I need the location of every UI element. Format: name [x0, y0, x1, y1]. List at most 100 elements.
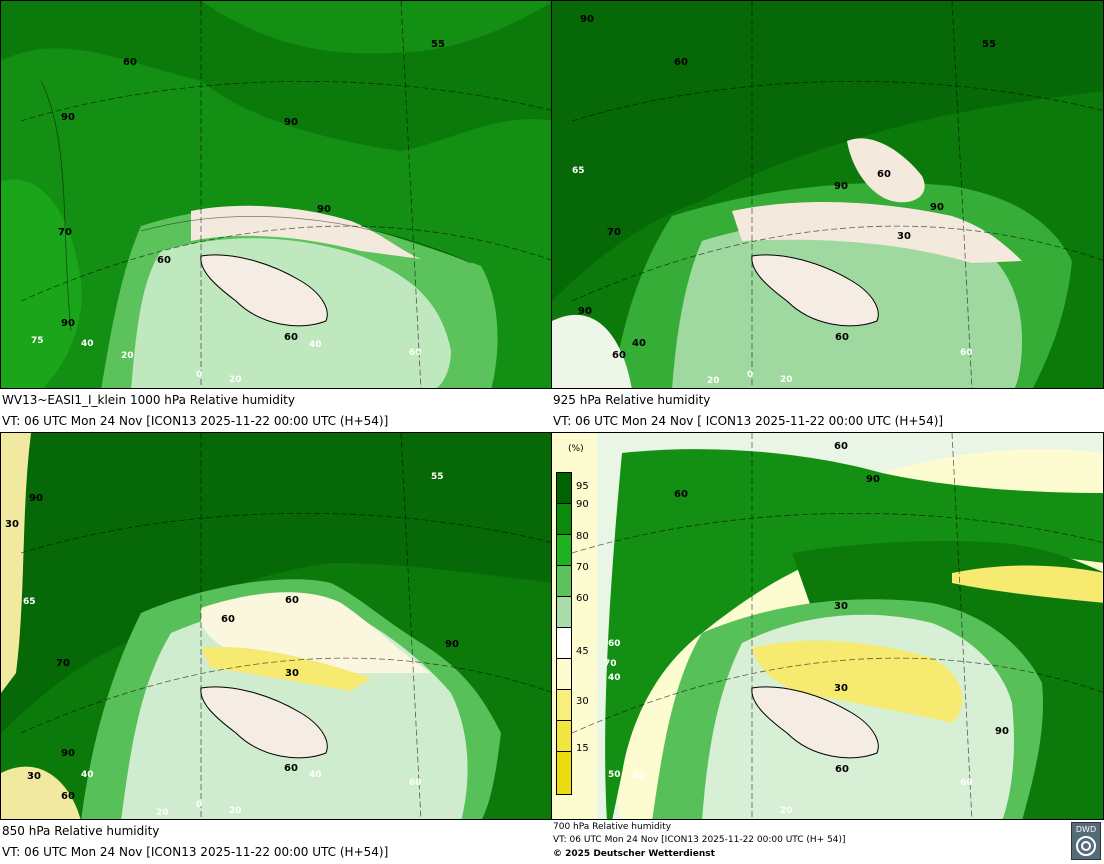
contour-label: 40 [632, 771, 645, 781]
legend-swatch [556, 596, 572, 629]
contour-label: 60 [674, 489, 688, 500]
contour-label: 60 [960, 778, 973, 788]
contour-label: 20 [780, 375, 793, 385]
contour-label: 30 [285, 668, 299, 679]
humidity-map-700hpa: 60 90 60 30 70 30 90 40 60 60 20 50 60 4… [552, 433, 1103, 819]
legend-label: 80 [576, 531, 589, 542]
contour-label: 60 [877, 169, 891, 180]
legend-label: 90 [576, 499, 589, 510]
humidity-map-850hpa: 90 55 30 65 60 60 70 90 30 90 40 60 30 6… [1, 433, 552, 819]
legend-swatch [556, 658, 572, 691]
contour-label: 70 [607, 227, 621, 238]
legend-label: 30 [576, 696, 589, 707]
caption-700hpa: 700 hPa Relative humidity VT: 06 UTC Mon… [551, 820, 1069, 864]
contour-label: 90 [61, 112, 75, 123]
contour-label: 30 [834, 601, 848, 612]
contour-label: 20 [707, 376, 720, 386]
legend-swatch [556, 565, 572, 598]
panel-title: 850 hPa Relative humidity [2, 824, 160, 838]
contour-label: 20 [229, 375, 242, 385]
contour-label: 40 [309, 770, 322, 780]
copyright: © 2025 Deutscher Wetterdienst [553, 849, 715, 859]
contour-label: 30 [897, 231, 911, 242]
contour-label: 40 [81, 770, 94, 780]
legend-label: 15 [576, 743, 589, 754]
map-panel-1000hpa: 55 60 90 90 90 70 60 90 75 40 60 40 60 2… [0, 0, 553, 389]
contour-label: 60 [61, 791, 75, 802]
contour-label: 60 [284, 763, 298, 774]
valid-time: VT: 06 UTC Mon 24 Nov [ICON13 2025-11-22… [2, 845, 389, 859]
contour-label: 90 [61, 748, 75, 759]
legend-label: 70 [576, 562, 589, 573]
contour-label: 0 [196, 800, 202, 810]
panel-title: 700 hPa Relative humidity [553, 822, 672, 832]
contour-label: 90 [61, 318, 75, 329]
contour-label: 40 [632, 338, 646, 349]
dwd-logo: DWD [1071, 822, 1101, 860]
contour-label: 60 [123, 57, 137, 68]
contour-label: 20 [156, 808, 169, 818]
contour-label: 55 [431, 39, 445, 50]
caption-850hpa: 850 hPa Relative humidity VT: 06 UTC Mon… [0, 820, 553, 864]
legend-label: 45 [576, 646, 589, 657]
contour-label: 65 [572, 166, 585, 176]
contour-label: 60 [674, 57, 688, 68]
legend-swatch [556, 534, 572, 567]
legend-unit: (%) [568, 444, 584, 454]
map-panel-700hpa: 60 90 60 30 70 30 90 40 60 60 20 50 60 4… [551, 432, 1104, 820]
legend-swatch [556, 720, 572, 753]
humidity-legend: (%) 95 90 80 70 60 45 30 15 [556, 440, 602, 800]
humidity-map-1000hpa: 55 60 90 90 90 70 60 90 75 40 60 40 60 2… [1, 1, 552, 388]
contour-label: 20 [121, 351, 134, 361]
contour-label: 50 [608, 770, 621, 780]
contour-label: 60 [608, 639, 621, 649]
contour-label: 60 [284, 332, 298, 343]
contour-label: 90 [995, 726, 1009, 737]
contour-label: 90 [29, 493, 43, 504]
contour-label: 30 [27, 771, 41, 782]
valid-time: VT: 06 UTC Mon 24 Nov [ICON13 2025-11-22… [553, 835, 846, 845]
contour-label: 55 [431, 472, 444, 482]
dwd-swirl-icon [1076, 836, 1096, 856]
contour-label: 60 [285, 595, 299, 606]
contour-label: 90 [578, 306, 592, 317]
contour-label: 75 [31, 336, 44, 346]
humidity-map-925hpa: 90 60 55 65 90 60 90 70 30 90 60 40 60 6… [552, 1, 1103, 388]
legend-swatch [556, 627, 572, 660]
contour-label: 90 [866, 474, 880, 485]
contour-label: 60 [834, 441, 848, 452]
legend-swatch [556, 689, 572, 722]
contour-label: 20 [229, 806, 242, 816]
contour-label: 60 [409, 348, 422, 358]
map-panel-850hpa: 90 55 30 65 60 60 70 90 30 90 40 60 30 6… [0, 432, 553, 820]
legend-swatch [556, 503, 572, 536]
contour-label: 90 [317, 204, 331, 215]
contour-label: 0 [196, 370, 202, 380]
contour-label: 40 [309, 340, 322, 350]
panel-title: 925 hPa Relative humidity [553, 393, 711, 407]
legend-swatch [556, 751, 572, 795]
contour-label: 20 [780, 806, 793, 816]
contour-label: 70 [604, 659, 617, 669]
valid-time: VT: 06 UTC Mon 24 Nov [ICON13 2025-11-22… [2, 414, 389, 428]
contour-label: 60 [409, 778, 422, 788]
contour-label: 30 [834, 683, 848, 694]
contour-label: 60 [835, 764, 849, 775]
contour-label: 60 [612, 350, 626, 361]
caption-925hpa: 925 hPa Relative humidity VT: 06 UTC Mon… [551, 389, 1104, 432]
contour-label: 70 [56, 658, 70, 669]
contour-label: 60 [221, 614, 235, 625]
legend-swatch [556, 472, 572, 505]
valid-time: VT: 06 UTC Mon 24 Nov [ ICON13 2025-11-2… [553, 414, 944, 428]
contour-label: 70 [58, 227, 72, 238]
contour-label: 40 [81, 339, 94, 349]
legend-label: 95 [576, 481, 589, 492]
contour-label: 30 [5, 519, 19, 530]
contour-label: 90 [445, 639, 459, 650]
logo-text: DWD [1075, 825, 1097, 834]
contour-label: 90 [834, 181, 848, 192]
map-panel-925hpa: 90 60 55 65 90 60 90 70 30 90 60 40 60 6… [551, 0, 1104, 389]
contour-label: 0 [747, 370, 753, 380]
contour-label: 60 [960, 348, 973, 358]
contour-label: 90 [284, 117, 298, 128]
